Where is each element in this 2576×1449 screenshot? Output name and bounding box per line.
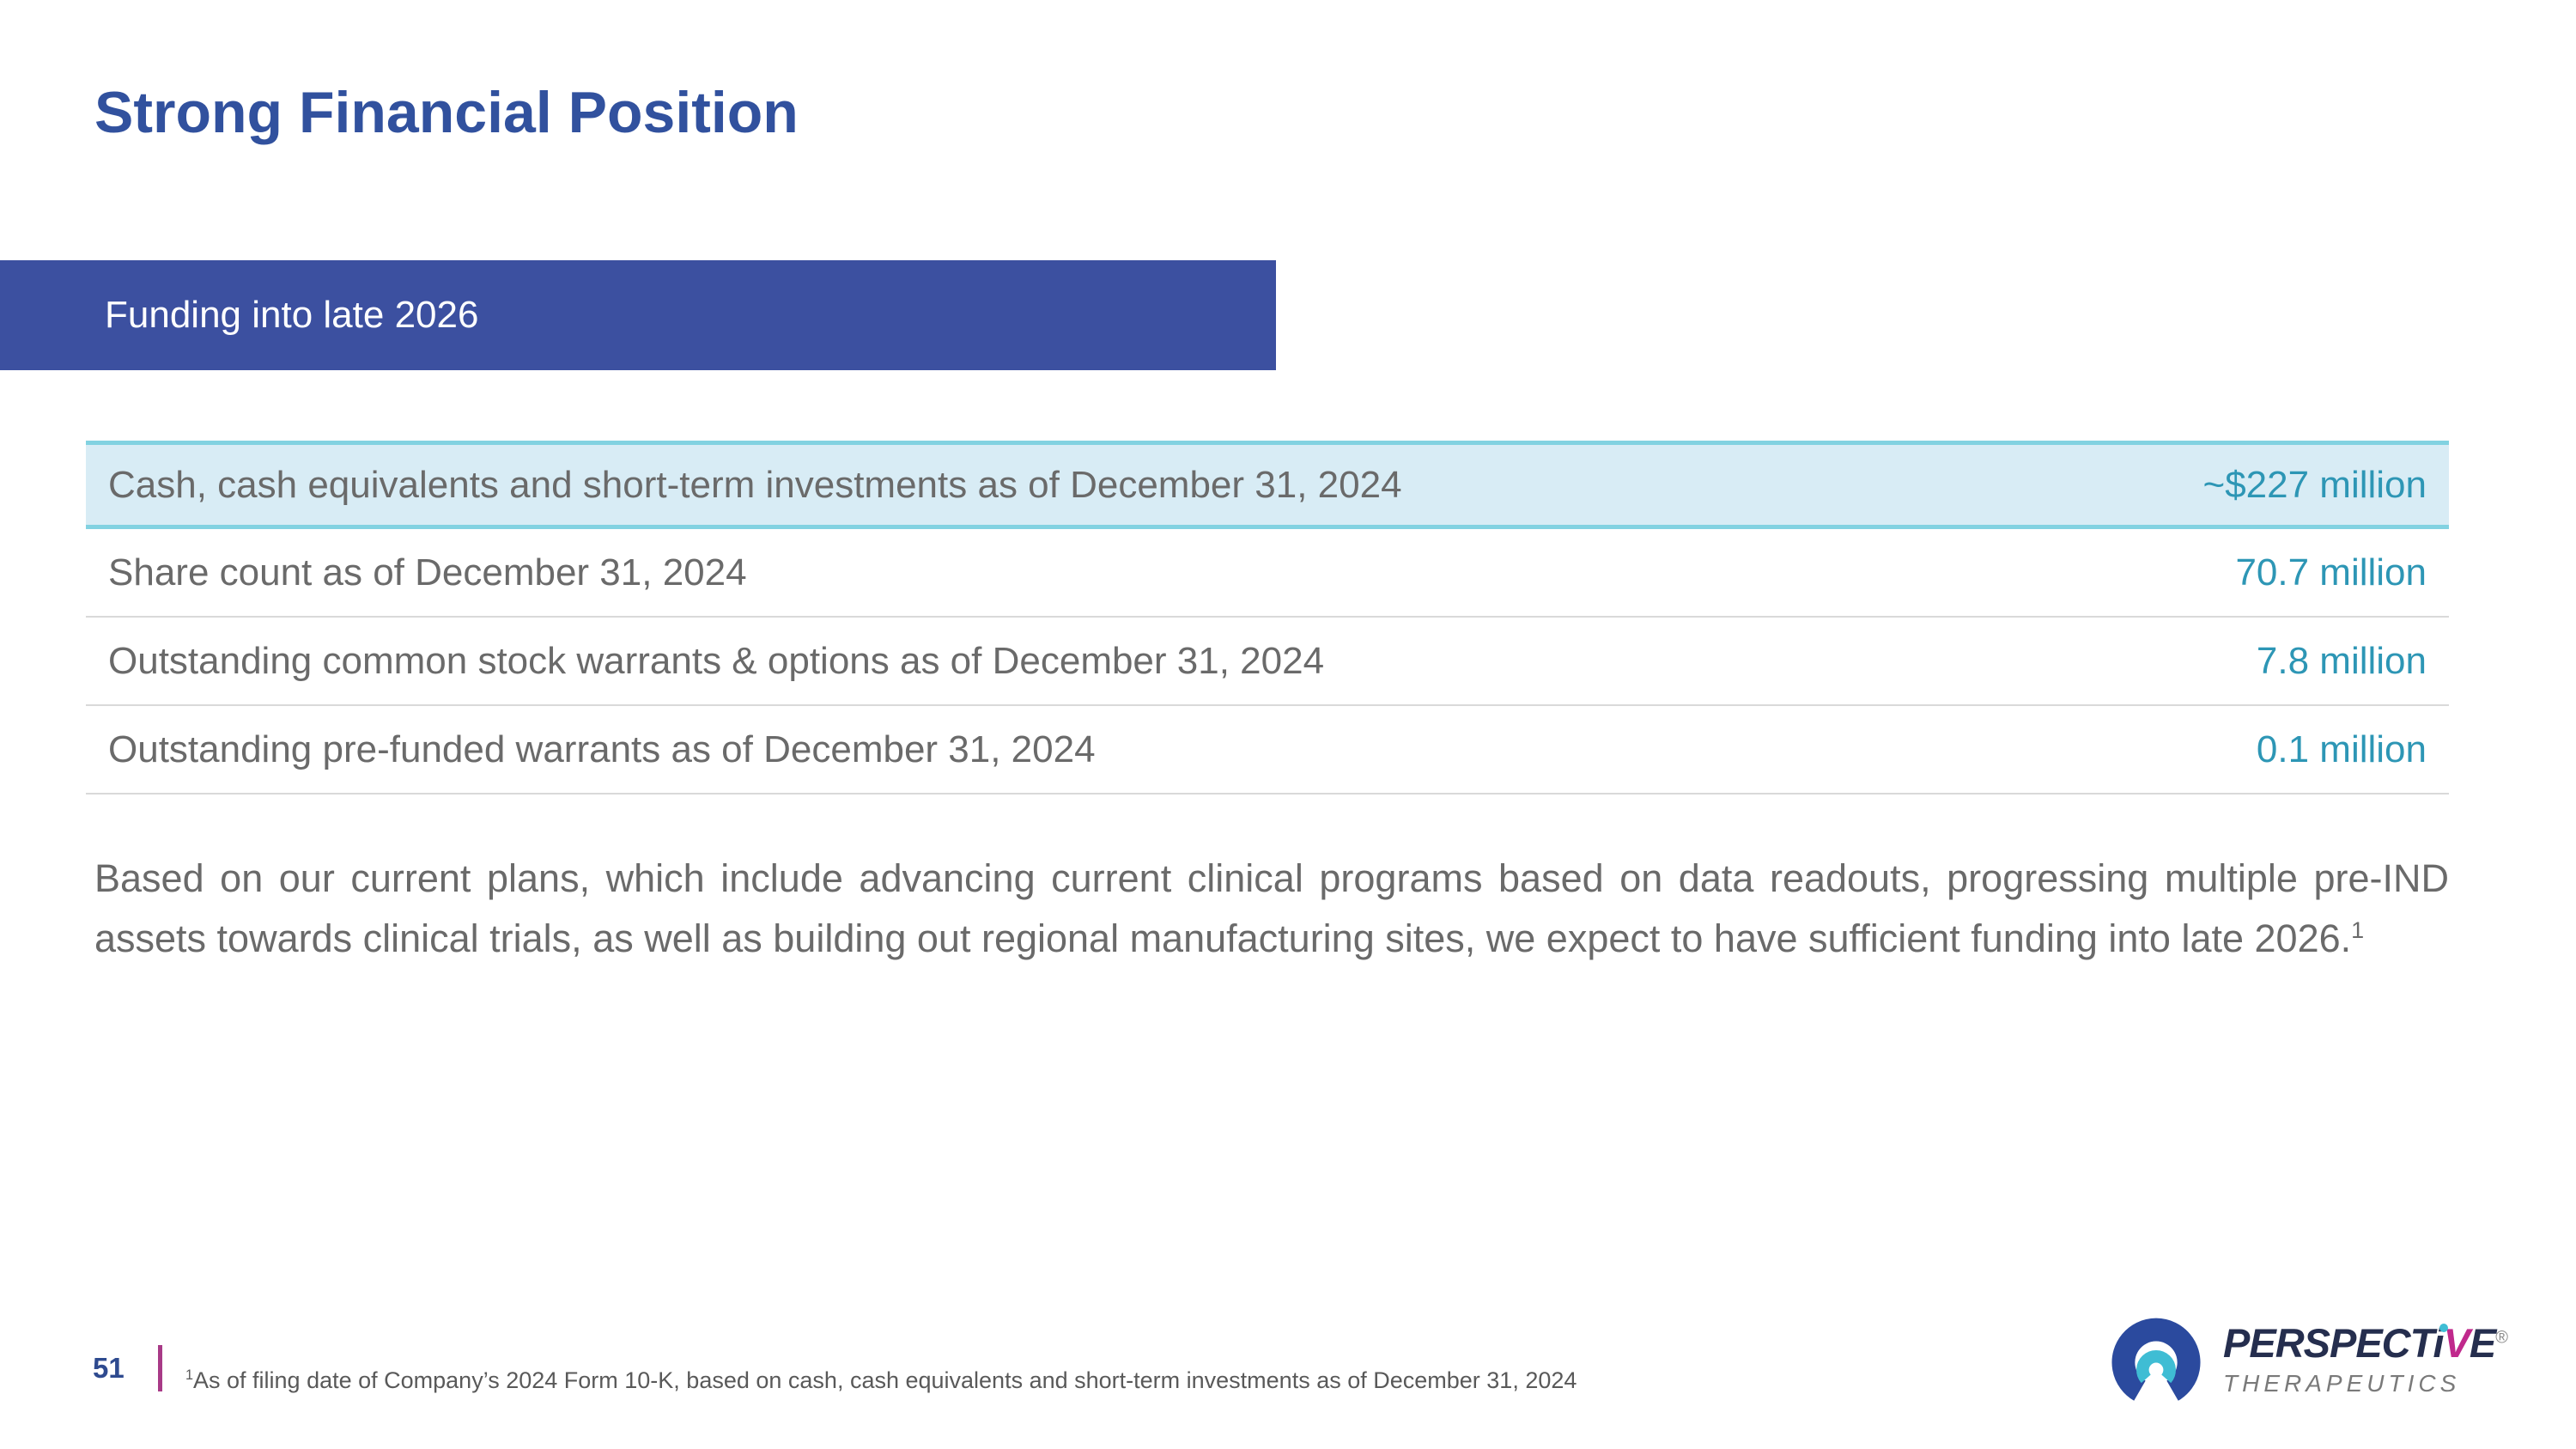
logo-arc-icon <box>2111 1318 2201 1401</box>
footnote-text: As of filing date of Company’s 2024 Form… <box>193 1367 1577 1393</box>
funding-paragraph-text: Based on our current plans, which includ… <box>94 856 2449 960</box>
footer-divider <box>158 1345 162 1391</box>
row-label: Cash, cash equivalents and short-term in… <box>108 463 1402 506</box>
registered-trademark-icon: ® <box>2495 1328 2508 1348</box>
logo-subbrand: THERAPEUTICS <box>2223 1370 2461 1397</box>
logo-brand-v: V <box>2443 1320 2470 1366</box>
logo-brand-part1: PERSPECT <box>2223 1320 2433 1366</box>
row-value: 70.7 million <box>2235 551 2427 594</box>
financials-table: Cash, cash equivalents and short-term in… <box>86 441 2449 795</box>
row-label: Outstanding common stock warrants & opti… <box>108 639 1325 682</box>
funding-paragraph: Based on our current plans, which includ… <box>94 849 2449 969</box>
funding-banner-label: Funding into late 2026 <box>105 294 479 336</box>
row-value: 7.8 million <box>2256 639 2427 682</box>
logo-brand-e: E <box>2469 1320 2496 1366</box>
footnote: 1As of filing date of Company’s 2024 For… <box>185 1367 1577 1394</box>
row-label: Share count as of December 31, 2024 <box>108 551 747 594</box>
paragraph-footnote-marker: 1 <box>2351 917 2365 943</box>
page-number: 51 <box>93 1352 125 1384</box>
slide-title: Strong Financial Position <box>94 80 799 145</box>
table-row-warrants-options: Outstanding common stock warrants & opti… <box>86 618 2449 706</box>
table-row-share-count: Share count as of December 31, 2024 70.7… <box>86 529 2449 618</box>
row-label: Outstanding pre-funded warrants as of De… <box>108 728 1096 770</box>
logo-brand-i: i <box>2433 1320 2445 1366</box>
table-row-cash: Cash, cash equivalents and short-term in… <box>86 441 2449 529</box>
footnote-marker: 1 <box>185 1367 194 1383</box>
logo-brand-name: PERSPECTiVE® <box>2223 1319 2508 1367</box>
row-value: ~$227 million <box>2202 463 2427 506</box>
row-value: 0.1 million <box>2256 728 2427 770</box>
perspective-therapeutics-logo: PERSPECTiVE® THERAPEUTICS <box>2108 1312 2508 1409</box>
logo-wordmark: PERSPECTiVE® THERAPEUTICS <box>2223 1319 2508 1397</box>
table-row-prefunded-warrants: Outstanding pre-funded warrants as of De… <box>86 706 2449 795</box>
funding-banner: Funding into late 2026 <box>0 260 1276 370</box>
